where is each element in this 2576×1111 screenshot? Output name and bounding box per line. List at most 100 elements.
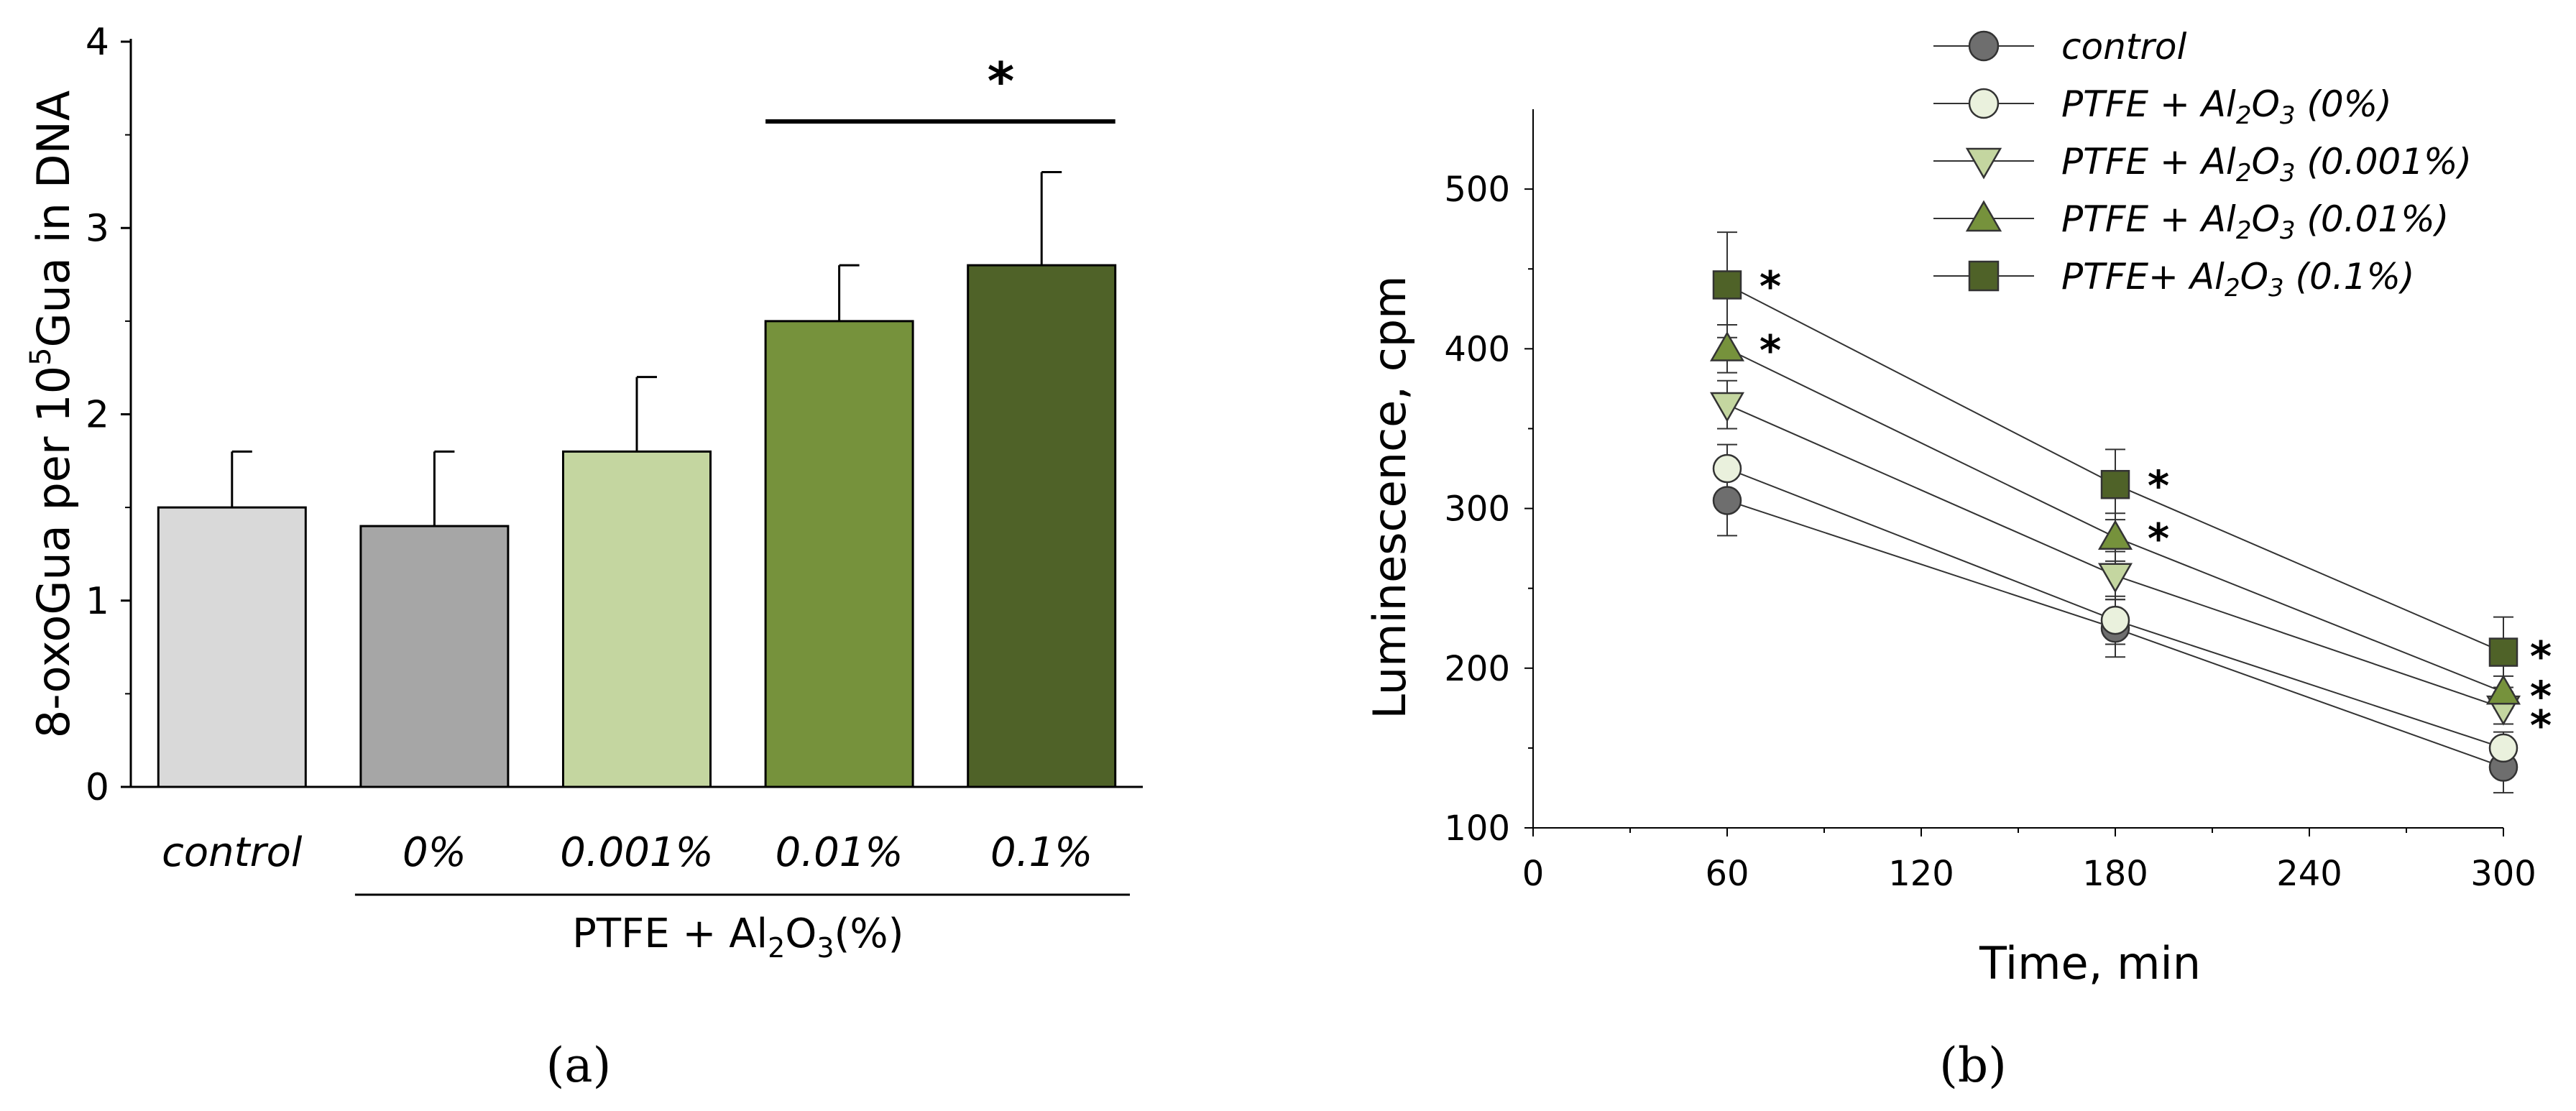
panel-b-line-chart: 100 200 300 400 500 0 60 120 180 240 300 Time, min L… bbox=[1363, 26, 2552, 990]
x-category-label: 0.001% bbox=[560, 829, 714, 876]
data-point bbox=[1712, 270, 1742, 300]
legend-label-part: (0.001%) bbox=[2295, 141, 2472, 183]
legend-subscript: 3 bbox=[2280, 159, 2296, 188]
legend-item: PTFE + Al2O3 (0.01%) bbox=[1933, 198, 2449, 245]
legend-label: PTFE + Al2O3 (0.001%) bbox=[2061, 141, 2472, 188]
data-point bbox=[2100, 469, 2130, 499]
bar-control bbox=[157, 506, 307, 788]
legend-label: PTFE + Al2O3 (0.01%) bbox=[2061, 198, 2449, 245]
significance-star: * bbox=[1760, 262, 1781, 310]
data-point bbox=[2488, 637, 2518, 667]
legend-marker bbox=[1968, 260, 2000, 292]
legend-subscript: 3 bbox=[2280, 216, 2296, 245]
y-label-prefix: 8-oxoGua per 10 bbox=[27, 366, 80, 738]
y-tick-label: 4 bbox=[86, 21, 109, 64]
significance-star: * bbox=[2148, 461, 2169, 510]
x-tick-label: 0 bbox=[1522, 854, 1545, 894]
legend-item: PTFE+ Al2O3 (0.1%) bbox=[1933, 256, 2415, 303]
bar-0.01% bbox=[764, 320, 914, 788]
y-tick-label: 300 bbox=[1444, 489, 1510, 530]
x-tick-label: 60 bbox=[1705, 854, 1749, 894]
legend-marker bbox=[1968, 30, 2000, 62]
group-label-part: (%) bbox=[834, 911, 904, 957]
legend-subscript: 2 bbox=[2236, 159, 2252, 188]
significance-star: * bbox=[2530, 672, 2552, 721]
legend-item: PTFE + Al2O3 (0%) bbox=[1933, 83, 2392, 130]
legend-label-part: PTFE + Al bbox=[2061, 83, 2236, 125]
y-label-superscript: 5 bbox=[24, 348, 58, 366]
legend-marker bbox=[1965, 200, 2002, 232]
bar-0% bbox=[359, 525, 510, 788]
x-tick-label: 240 bbox=[2276, 854, 2342, 894]
legend-marker bbox=[1965, 147, 2002, 180]
significance-star: * bbox=[1760, 326, 1781, 374]
data-point bbox=[2488, 733, 2518, 763]
y-tick-label: 0 bbox=[86, 766, 109, 809]
x-tick-label: 300 bbox=[2470, 854, 2536, 894]
x-tick-label: 180 bbox=[2082, 854, 2148, 894]
group-label: PTFE + Al2O3(%) bbox=[572, 911, 903, 964]
legend-label-part: O bbox=[2251, 198, 2279, 240]
x-category-label: 0.1% bbox=[990, 829, 1092, 876]
x-tick-label: 120 bbox=[1888, 854, 1954, 894]
legend-item: PTFE + Al2O3 (0.001%) bbox=[1933, 141, 2472, 188]
significance-star: * bbox=[2148, 515, 2169, 563]
y-tick-label: 200 bbox=[1444, 649, 1510, 689]
legend-label-part: O bbox=[2251, 83, 2279, 125]
data-point bbox=[1712, 453, 1742, 484]
significance-star: * bbox=[988, 51, 1015, 111]
x-category-label: 0.01% bbox=[776, 829, 903, 876]
y-tick-label: 3 bbox=[86, 207, 109, 250]
group-label-subscript: 3 bbox=[816, 932, 834, 964]
legend-label: control bbox=[2061, 26, 2187, 68]
data-point bbox=[1709, 392, 1745, 423]
data-point bbox=[2097, 520, 2133, 550]
panel-a-caption: (a) bbox=[546, 1038, 612, 1093]
data-point bbox=[2100, 605, 2130, 635]
group-label-part: PTFE + Al bbox=[572, 911, 768, 957]
legend-subscript: 2 bbox=[2236, 216, 2252, 245]
significance-star: * bbox=[2530, 701, 2552, 750]
y-tick-label: 100 bbox=[1444, 808, 1510, 849]
bar-0.001% bbox=[562, 450, 712, 788]
legend-label-part: (0%) bbox=[2295, 83, 2391, 125]
legend-subscript: 3 bbox=[2280, 101, 2296, 130]
data-point bbox=[1712, 486, 1742, 515]
legend-label-part: O bbox=[2240, 256, 2268, 298]
x-category-label: control bbox=[162, 829, 303, 876]
legend-label: PTFE + Al2O3 (0%) bbox=[2061, 83, 2392, 130]
x-axis-label: Time, min bbox=[1979, 937, 2201, 990]
legend-marker bbox=[1968, 88, 2000, 119]
legend-label-part: (0.01%) bbox=[2295, 198, 2449, 240]
x-category-label: 0% bbox=[402, 829, 466, 876]
legend-subscript: 2 bbox=[2225, 274, 2240, 303]
legend-item: control bbox=[1933, 26, 2187, 68]
data-point bbox=[1709, 331, 1745, 361]
bar-0.1% bbox=[967, 264, 1117, 788]
legend-subscript: 2 bbox=[2236, 101, 2252, 130]
legend-label-part: O bbox=[2251, 141, 2279, 183]
legend-label-part: (0.1%) bbox=[2284, 256, 2415, 298]
group-label-subscript: 2 bbox=[768, 932, 785, 964]
legend-label-part: PTFE + Al bbox=[2061, 141, 2236, 183]
y-tick-label: 1 bbox=[86, 580, 109, 623]
data-point bbox=[2485, 674, 2521, 705]
y-axis-label: Luminescence, cpm bbox=[1363, 275, 1416, 719]
significance-star: * bbox=[2530, 632, 2552, 681]
legend-label: PTFE+ Al2O3 (0.1%) bbox=[2061, 256, 2415, 303]
panel-b-caption: (b) bbox=[1939, 1038, 2007, 1093]
data-point bbox=[2097, 563, 2133, 594]
y-tick-label: 2 bbox=[86, 394, 109, 437]
y-label-suffix: Gua in DNA bbox=[27, 91, 80, 348]
legend-label-part: PTFE+ Al bbox=[2061, 256, 2225, 298]
legend-label-part: PTFE + Al bbox=[2061, 198, 2236, 240]
y-tick-label: 400 bbox=[1444, 329, 1510, 369]
legend-label-part: control bbox=[2061, 26, 2187, 68]
legend-subscript: 3 bbox=[2268, 274, 2284, 303]
y-tick-label: 500 bbox=[1444, 170, 1510, 210]
group-label-part: O bbox=[785, 911, 816, 957]
y-axis-label: 8-oxoGua per 105Gua in DNA bbox=[24, 91, 80, 739]
